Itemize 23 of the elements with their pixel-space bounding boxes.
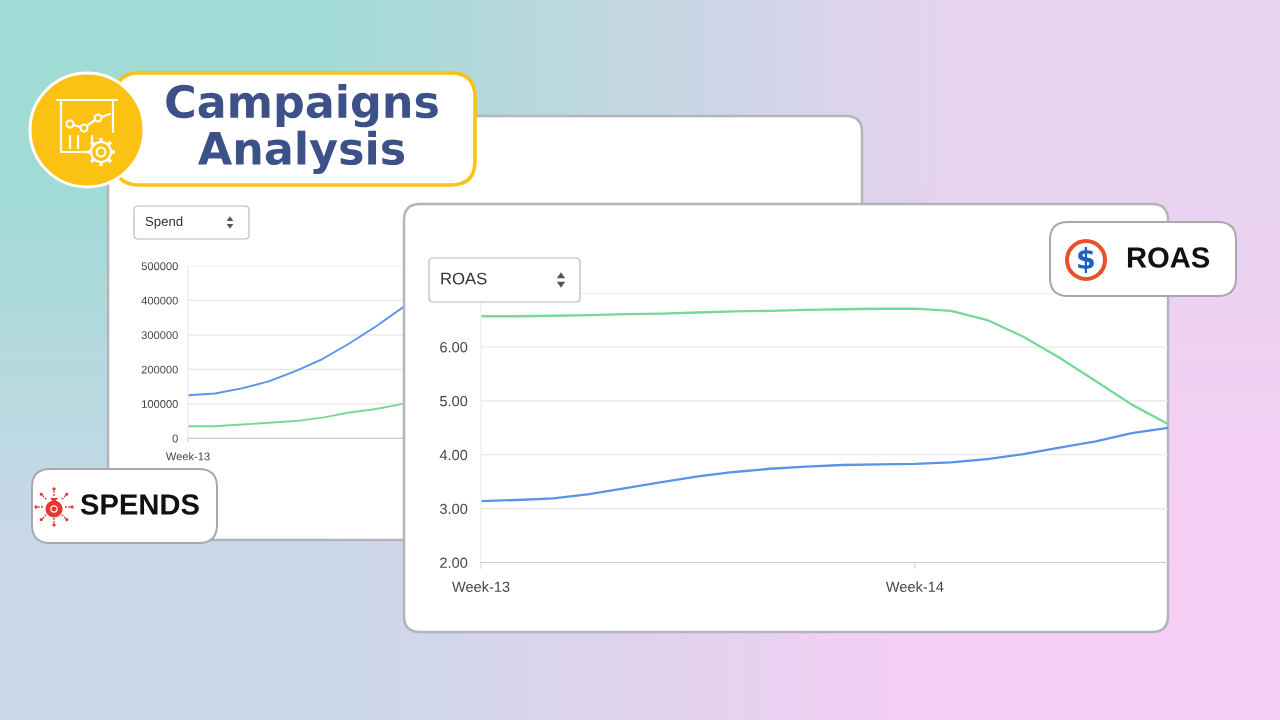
y-tick-label: 6.00 xyxy=(440,342,468,353)
line-series xyxy=(188,402,403,428)
text: SPENDS xyxy=(80,494,199,515)
y-tick-label: 4.00 xyxy=(439,449,468,461)
y-tick-label: 200000 xyxy=(141,365,178,374)
y-tick-label: 500000 xyxy=(141,262,178,271)
y-tick-label: 5.00 xyxy=(440,395,468,407)
line-series xyxy=(481,307,1168,426)
chart-subtitle: Spend xyxy=(145,216,183,229)
chart-subtitle: ROAS xyxy=(441,272,487,285)
line-series xyxy=(481,426,1168,503)
chart-title: Campaigns Analysis xyxy=(166,83,438,175)
x-tick-label: Week-14 xyxy=(885,581,944,592)
line-series xyxy=(188,306,403,397)
y-tick-label: 2.00 xyxy=(440,557,468,568)
y-tick-label: 3.00 xyxy=(439,503,468,515)
x-tick-label: Week-13 xyxy=(452,581,510,592)
y-tick-label: 300000 xyxy=(141,331,178,340)
text: ROAS xyxy=(1127,247,1210,268)
y-tick-label: 0 xyxy=(172,434,178,443)
x-tick-label: Week-13 xyxy=(165,452,210,461)
y-tick-label: 400000 xyxy=(141,296,178,305)
y-tick-label: 100000 xyxy=(142,400,178,408)
